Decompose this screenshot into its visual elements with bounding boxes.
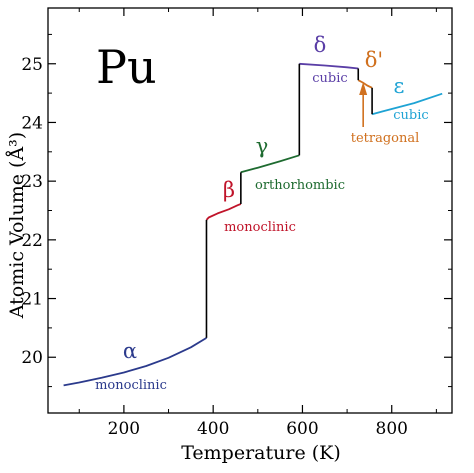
y-tick-label: 22 xyxy=(21,231,43,251)
phase-structure-label: tetragonal xyxy=(351,131,420,146)
y-tick-label: 25 xyxy=(21,55,43,75)
x-tick-label: 200 xyxy=(108,419,140,439)
phase-line xyxy=(299,62,359,70)
tick-labels: 200 400 600 800 20 21 22 23 24 25 xyxy=(21,55,408,439)
phase-annotations: α monoclinic β monoclinic γ orthorhombic δ cubi… xyxy=(95,33,429,393)
plot-frame xyxy=(47,7,453,414)
phase-symbol-label: γ xyxy=(256,134,269,158)
tetragonal-arrow-head xyxy=(359,82,368,95)
x-tick-label: 800 xyxy=(376,419,408,439)
phase-symbol-label: δ' xyxy=(365,48,383,72)
y-tick-label: 20 xyxy=(21,348,43,368)
x-tick-label: 400 xyxy=(197,419,229,439)
phase-symbol-label: β xyxy=(223,178,235,202)
y-tick-label: 24 xyxy=(21,113,43,133)
phase-structure-label: monoclinic xyxy=(95,378,167,393)
phase-structure-label: monoclinic xyxy=(224,220,296,235)
x-tick-label: 600 xyxy=(286,419,318,439)
phase-structure-label: orthorhombic xyxy=(255,178,345,193)
phase-structure-label: cubic xyxy=(393,108,428,123)
tick-marks xyxy=(48,8,452,413)
phase-structure-label: cubic xyxy=(312,71,347,86)
phase-symbol-label: ε xyxy=(394,74,405,98)
phase-line xyxy=(240,154,300,174)
x-axis-title: Temperature (K) xyxy=(181,442,341,464)
y-axis-title: Atomic Volume (Å³) xyxy=(6,132,28,319)
phase-line xyxy=(63,337,207,387)
phase-line xyxy=(371,92,443,116)
phase-symbol-label: α xyxy=(123,339,137,363)
y-tick-label: 21 xyxy=(21,290,43,310)
phase-line xyxy=(357,79,373,89)
phase-symbol-label: δ xyxy=(314,33,327,57)
phase-lines xyxy=(63,62,443,387)
y-tick-label: 23 xyxy=(21,172,43,192)
element-label: Pu xyxy=(96,40,157,94)
phase-line xyxy=(205,203,242,221)
